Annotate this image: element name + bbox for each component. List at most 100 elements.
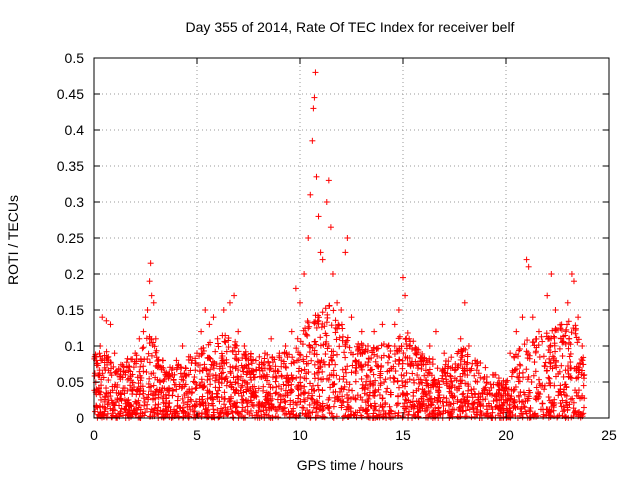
- density-point: [299, 404, 306, 411]
- density-point: [395, 335, 402, 342]
- density-point: [465, 387, 472, 394]
- density-point: [180, 399, 187, 406]
- density-point: [342, 354, 349, 361]
- density-point: [437, 398, 444, 405]
- density-point: [288, 388, 295, 395]
- density-point: [150, 370, 157, 377]
- density-point: [523, 348, 530, 355]
- density-point: [396, 384, 403, 391]
- data-point: [570, 278, 577, 285]
- density-point: [290, 358, 297, 365]
- density-point: [559, 338, 566, 345]
- density-point: [565, 345, 572, 352]
- density-point: [113, 399, 120, 406]
- data-point: [142, 314, 149, 321]
- density-point: [148, 352, 155, 359]
- density-point: [344, 334, 351, 341]
- density-point: [92, 408, 99, 415]
- density-point: [479, 390, 486, 397]
- density-point: [564, 321, 571, 328]
- density-point: [395, 400, 402, 407]
- density-point: [540, 411, 547, 418]
- data-point: [327, 224, 334, 231]
- density-point: [517, 389, 524, 396]
- density-point: [493, 403, 500, 410]
- density-point: [306, 401, 313, 408]
- density-point: [565, 335, 572, 342]
- data-point: [402, 292, 409, 299]
- density-point: [566, 401, 573, 408]
- density-point: [436, 392, 443, 399]
- density-point: [99, 356, 106, 363]
- density-point: [547, 380, 554, 387]
- data-point: [334, 299, 341, 306]
- data-point: [325, 177, 332, 184]
- density-point: [223, 348, 230, 355]
- density-point: [214, 407, 221, 414]
- density-point: [349, 362, 356, 369]
- density-point: [427, 402, 434, 409]
- density-point: [292, 399, 299, 406]
- density-point: [339, 393, 346, 400]
- density-point: [128, 403, 135, 410]
- density-point: [300, 396, 307, 403]
- data-point: [432, 328, 439, 335]
- density-point: [328, 356, 335, 363]
- data-point: [301, 271, 308, 277]
- density-point: [314, 382, 321, 389]
- density-point: [321, 323, 328, 330]
- density-point: [342, 339, 349, 346]
- density-point: [423, 392, 430, 399]
- density-point: [160, 378, 167, 385]
- density-point: [309, 396, 316, 403]
- density-point: [261, 372, 268, 379]
- density-point: [288, 372, 295, 379]
- density-point: [108, 372, 115, 379]
- density-point: [308, 357, 315, 364]
- density-point: [414, 372, 421, 379]
- density-point: [533, 393, 540, 400]
- density-point: [384, 385, 391, 392]
- density-point: [370, 380, 377, 387]
- density-point: [215, 413, 222, 420]
- density-point: [473, 411, 480, 418]
- density-point: [357, 412, 364, 419]
- density-point: [509, 367, 516, 374]
- density-point: [330, 389, 337, 396]
- density-point: [99, 370, 106, 377]
- density-point: [246, 387, 253, 394]
- density-point: [216, 384, 223, 391]
- density-point: [317, 334, 324, 341]
- data-point: [348, 314, 355, 321]
- density-point: [517, 362, 524, 369]
- data-point: [371, 328, 378, 335]
- density-point: [442, 357, 449, 364]
- density-point: [181, 391, 188, 398]
- density-point: [533, 335, 540, 342]
- x-tick-label: 5: [193, 427, 201, 443]
- density-point: [377, 402, 384, 409]
- density-point: [302, 331, 309, 338]
- density-point: [268, 403, 275, 410]
- density-point: [519, 410, 526, 417]
- density-point: [364, 410, 371, 417]
- density-point: [515, 393, 522, 400]
- density-point: [358, 404, 365, 411]
- density-point: [150, 382, 157, 389]
- density-point: [224, 378, 231, 385]
- data-point: [95, 371, 102, 378]
- density-point: [365, 402, 372, 409]
- density-point: [568, 329, 575, 336]
- density-point: [341, 383, 348, 390]
- density-point: [251, 383, 258, 390]
- density-point: [219, 332, 226, 339]
- density-point: [190, 378, 197, 385]
- density-point: [173, 366, 180, 373]
- density-point: [205, 354, 212, 361]
- density-point: [275, 414, 282, 421]
- data-point: [523, 256, 530, 263]
- density-point: [413, 398, 420, 405]
- density-point: [243, 379, 250, 386]
- density-point: [563, 414, 570, 421]
